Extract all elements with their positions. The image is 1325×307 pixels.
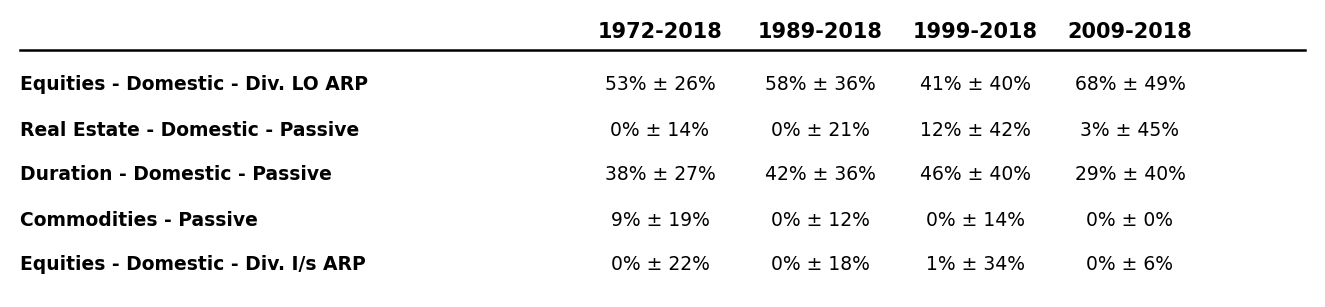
Text: 41% ± 40%: 41% ± 40% bbox=[920, 76, 1031, 95]
Text: 0% ± 6%: 0% ± 6% bbox=[1086, 255, 1174, 274]
Text: 42% ± 36%: 42% ± 36% bbox=[765, 165, 876, 185]
Text: 0% ± 12%: 0% ± 12% bbox=[771, 211, 869, 230]
Text: Commodities - Passive: Commodities - Passive bbox=[20, 211, 258, 230]
Text: 1989-2018: 1989-2018 bbox=[758, 22, 882, 42]
Text: Equities - Domestic - Div. I/s ARP: Equities - Domestic - Div. I/s ARP bbox=[20, 255, 366, 274]
Text: Duration - Domestic - Passive: Duration - Domestic - Passive bbox=[20, 165, 331, 185]
Text: 2009-2018: 2009-2018 bbox=[1068, 22, 1192, 42]
Text: 12% ± 42%: 12% ± 42% bbox=[920, 121, 1031, 139]
Text: 1972-2018: 1972-2018 bbox=[598, 22, 722, 42]
Text: Real Estate - Domestic - Passive: Real Estate - Domestic - Passive bbox=[20, 121, 359, 139]
Text: 0% ± 21%: 0% ± 21% bbox=[771, 121, 869, 139]
Text: 58% ± 36%: 58% ± 36% bbox=[765, 76, 876, 95]
Text: 38% ± 27%: 38% ± 27% bbox=[604, 165, 716, 185]
Text: 53% ± 26%: 53% ± 26% bbox=[604, 76, 716, 95]
Text: 0% ± 18%: 0% ± 18% bbox=[771, 255, 869, 274]
Text: 0% ± 14%: 0% ± 14% bbox=[611, 121, 709, 139]
Text: 3% ± 45%: 3% ± 45% bbox=[1080, 121, 1179, 139]
Text: 0% ± 14%: 0% ± 14% bbox=[925, 211, 1024, 230]
Text: Equities - Domestic - Div. LO ARP: Equities - Domestic - Div. LO ARP bbox=[20, 76, 368, 95]
Text: 0% ± 22%: 0% ± 22% bbox=[611, 255, 709, 274]
Text: 68% ± 49%: 68% ± 49% bbox=[1075, 76, 1186, 95]
Text: 1999-2018: 1999-2018 bbox=[913, 22, 1037, 42]
Text: 0% ± 0%: 0% ± 0% bbox=[1086, 211, 1174, 230]
Text: 29% ± 40%: 29% ± 40% bbox=[1075, 165, 1186, 185]
Text: 9% ± 19%: 9% ± 19% bbox=[611, 211, 709, 230]
Text: 1% ± 34%: 1% ± 34% bbox=[925, 255, 1024, 274]
Text: 46% ± 40%: 46% ± 40% bbox=[920, 165, 1031, 185]
